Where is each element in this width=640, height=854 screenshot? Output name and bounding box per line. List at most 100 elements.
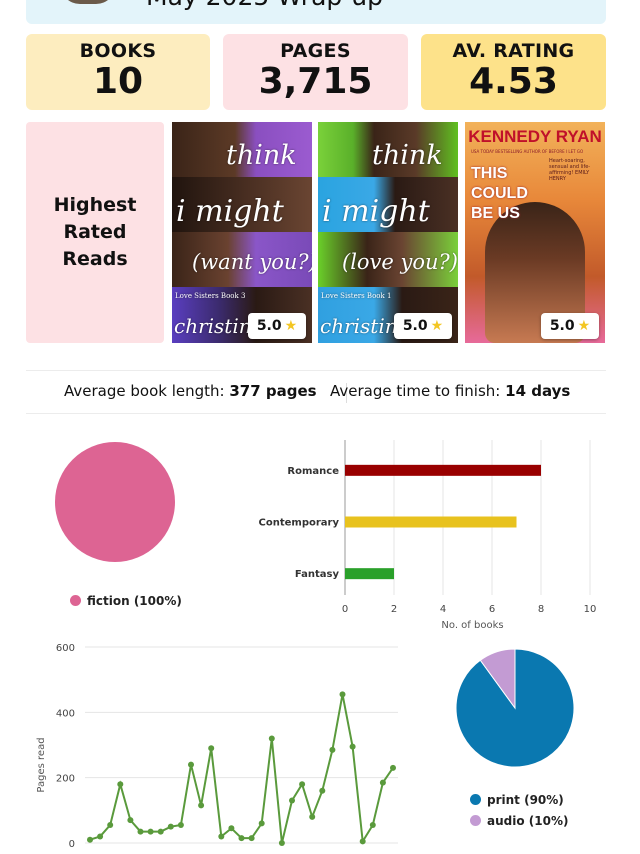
data-point <box>117 781 124 788</box>
data-point <box>157 828 164 835</box>
book-cover-1[interactable]: think i might (want you?) Love Sisters B… <box>172 122 312 343</box>
category-label: Fantasy <box>295 569 340 580</box>
format-pie-slice-print <box>455 648 575 768</box>
book-1-rating: 5.0 <box>256 318 282 334</box>
bar-fantasy <box>345 568 394 580</box>
data-point <box>258 820 265 827</box>
y-axis-label: Pages read <box>36 737 47 792</box>
header-banner: May 2025 Wrap-up <box>26 0 606 24</box>
data-point <box>87 836 93 843</box>
data-point <box>107 822 114 829</box>
category-label: Romance <box>287 466 339 477</box>
averages-row: Average book length: 377 pages Average t… <box>26 370 606 414</box>
divider <box>346 383 347 403</box>
book-1-series: Love Sisters Book 3 <box>175 292 246 300</box>
fiction-legend-label: fiction (100%) <box>87 594 182 608</box>
book-2-rating-badge: 5.0 ★ <box>394 313 452 339</box>
avg-time: Average time to finish: 14 days <box>330 382 570 400</box>
data-point <box>147 828 154 835</box>
print-legend-dot <box>470 794 481 805</box>
book-1-word-2: i might <box>176 194 284 229</box>
avg-length: Average book length: 377 pages <box>64 382 317 400</box>
book-cover-2[interactable]: think i might (love you?) Love Sisters B… <box>318 122 458 343</box>
pages-stat-label: PAGES <box>280 40 351 62</box>
data-point <box>289 797 295 804</box>
data-point <box>309 813 316 820</box>
avg-length-value: 377 pages <box>229 382 317 400</box>
book-3-blurb: Heart-soaring, sensual and life-affirmin… <box>549 158 591 182</box>
genre-pie-slice-fiction <box>55 442 175 562</box>
pages-line <box>89 694 394 845</box>
print-legend: print (90%) <box>470 793 564 807</box>
highest-rated-title-line-1: Highest <box>53 194 137 216</box>
data-point <box>228 825 235 832</box>
pages-line-chart: 0 200 400 600 Pages read <box>36 643 398 850</box>
book-2-word-2: i might <box>322 194 430 229</box>
book-2-rating: 5.0 <box>402 318 428 334</box>
fiction-legend-dot <box>70 595 81 606</box>
audio-legend: audio (10%) <box>470 814 568 828</box>
book-1-word-3: (want you?) <box>192 250 312 274</box>
data-point <box>238 835 245 842</box>
data-point <box>299 781 306 788</box>
avg-time-value: 14 days <box>505 382 571 400</box>
fiction-legend: fiction (100%) <box>70 594 182 608</box>
star-icon: ★ <box>577 318 591 334</box>
highest-rated-panel: Highest Rated Reads <box>26 122 164 343</box>
data-point <box>369 822 376 829</box>
data-point <box>97 833 104 840</box>
print-legend-label: print (90%) <box>487 793 564 807</box>
x-tick-label: 2 <box>391 604 397 615</box>
data-point <box>359 838 366 845</box>
page-title: May 2025 Wrap-up <box>146 0 383 11</box>
book-3-rating: 5.0 <box>549 318 575 334</box>
y-tick-label: 600 <box>56 643 75 654</box>
pages-stat-value: 3,715 <box>258 61 373 102</box>
data-point <box>278 840 285 846</box>
x-tick-label: 4 <box>440 604 446 615</box>
books-stat-card: BOOKS 10 <box>26 34 210 110</box>
data-point <box>127 817 134 824</box>
book-1-word-1: think <box>226 140 297 171</box>
data-point <box>339 691 346 698</box>
book-cover-3[interactable]: KENNEDY RYAN USA TODAY BESTSELLING AUTHO… <box>465 122 605 343</box>
x-axis-label: No. of books <box>441 620 503 631</box>
data-point <box>268 735 275 742</box>
category-label: Contemporary <box>259 518 340 529</box>
book-2-series: Love Sisters Book 1 <box>321 292 392 300</box>
highest-rated-title-line-2: Rated <box>63 221 127 243</box>
data-point <box>329 746 336 753</box>
data-point <box>319 787 326 794</box>
data-point <box>177 822 184 829</box>
x-tick-label: 8 <box>538 604 544 615</box>
audio-legend-label: audio (10%) <box>487 814 569 828</box>
fiction-pie-chart <box>55 442 175 562</box>
book-3-title: THIS COULD BE US <box>471 165 528 222</box>
highest-rated-title-line-3: Reads <box>62 248 128 270</box>
data-point <box>390 764 396 771</box>
bar-romance <box>345 464 541 476</box>
rating-stat-card: AV. RATING 4.53 <box>421 34 606 110</box>
data-point <box>379 779 386 786</box>
y-tick-label: 200 <box>56 774 75 785</box>
x-tick-label: 6 <box>489 604 495 615</box>
book-2-word-1: think <box>372 140 443 171</box>
book-3-author: KENNEDY RYAN <box>468 127 602 146</box>
format-pie-chart <box>455 648 575 768</box>
format-pie-slice-audio <box>479 648 516 710</box>
avg-length-label: Average book length: <box>64 382 225 400</box>
books-stat-value: 10 <box>92 61 144 102</box>
y-tick-label: 400 <box>56 708 75 719</box>
avg-time-label: Average time to finish: <box>330 382 501 400</box>
x-tick-label: 0 <box>342 604 348 615</box>
book-3-rating-badge: 5.0 ★ <box>541 313 599 339</box>
y-tick-label: 0 <box>69 839 75 850</box>
data-point <box>248 835 255 842</box>
rating-stat-value: 4.53 <box>469 61 558 102</box>
star-icon: ★ <box>284 318 298 334</box>
data-point <box>349 743 356 750</box>
bar-contemporary <box>345 516 517 528</box>
book-2-word-3: (love you?) <box>342 250 458 274</box>
x-tick-label: 10 <box>584 604 597 615</box>
audio-legend-dot <box>470 815 481 826</box>
